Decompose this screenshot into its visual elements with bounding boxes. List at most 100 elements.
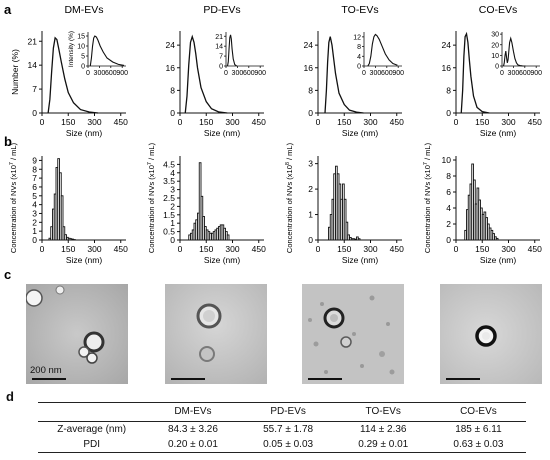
table-cell: 84.3 ± 3.26 xyxy=(167,424,218,435)
table-cell: 0.20 ± 0.01 xyxy=(145,437,241,453)
x-tick-label: 300 xyxy=(225,244,239,254)
inset-x-tick-label: 0 xyxy=(500,70,504,77)
inset-x-tick-label: 600 xyxy=(243,70,255,77)
histogram-bar xyxy=(345,221,349,241)
x-tick-label: 300 xyxy=(225,117,239,127)
panel-label-a: a xyxy=(4,2,12,17)
table-cell: 114 ± 2.36 xyxy=(360,424,407,435)
y-tick-label: 6 xyxy=(32,182,37,192)
y-axis-label-text: Concentration of NVs (x10 xyxy=(9,165,18,253)
x-tick-label: 300 xyxy=(87,117,101,127)
inset-x-tick-label: 600 xyxy=(381,70,393,77)
y-axis-label: Concentration of NVs (x107 / mL) xyxy=(423,142,432,253)
chart-title: DM-EVs xyxy=(64,4,103,16)
y-tick-label: 21 xyxy=(28,36,38,46)
x-axis-label: Size (nm) xyxy=(66,128,103,138)
size-summary-table: DM-EVs PD-EVs TO-EVs CO-EVs Z-average (n… xyxy=(38,402,526,453)
x-axis-label: Size (nm) xyxy=(66,255,103,265)
table-cell: 185 ± 6.11 xyxy=(455,424,502,435)
table-header-cell: TO-EVs xyxy=(335,402,431,422)
panel-label-d: d xyxy=(6,389,14,404)
y-tick-label: 6 xyxy=(446,187,451,197)
number-distribution-line xyxy=(184,34,228,114)
histogram-bar xyxy=(60,195,64,241)
number-distribution-line xyxy=(47,36,99,114)
inset-y-tick-label: 0 xyxy=(495,64,499,71)
y-tick-label: 7 xyxy=(32,84,37,94)
number-distribution-line xyxy=(324,36,364,114)
x-tick-label: 0 xyxy=(454,117,459,127)
chart-title: CO-EVs xyxy=(479,4,518,16)
x-tick-label: 300 xyxy=(87,244,101,254)
y-axis-label-text: Concentration of NVs (x10 xyxy=(423,165,432,253)
y-tick-label: 0 xyxy=(170,108,175,118)
y-axis-label: Concentration of NVs (x108 / mL) xyxy=(285,142,294,253)
y-tick-label: 24 xyxy=(442,40,452,50)
table-header-cell: DM-EVs xyxy=(145,402,241,422)
intensity-distribution-line xyxy=(89,35,125,67)
x-axis-label: Size (nm) xyxy=(204,128,241,138)
inset-y-tick-label: 20 xyxy=(491,42,499,49)
table-header-cell xyxy=(38,402,146,422)
x-tick-label: 300 xyxy=(501,117,515,127)
y-tick-label: 3 xyxy=(32,208,37,218)
y-tick-label: 0 xyxy=(446,235,451,245)
x-tick-label: 450 xyxy=(528,244,542,254)
y-tick-label: 0 xyxy=(308,108,313,118)
table-header-cell: PD-EVs xyxy=(240,402,336,422)
y-tick-label: 24 xyxy=(166,40,176,50)
y-tick-label: 2.5 xyxy=(163,193,175,203)
y-axis-label-text: / mL) xyxy=(147,142,156,162)
inset-y-tick-label: 5 xyxy=(81,54,85,61)
table-cell: 0.29 ± 0.01 xyxy=(335,437,431,453)
x-tick-label: 450 xyxy=(252,117,266,127)
y-tick-label: 4 xyxy=(446,203,451,213)
y-tick-label: 1 xyxy=(32,226,37,236)
panel-label-b: b xyxy=(4,134,12,149)
y-tick-label: 0 xyxy=(32,235,37,245)
y-tick-label: 10 xyxy=(442,155,452,165)
x-tick-label: 0 xyxy=(178,244,183,254)
table-cell: 55.7 ± 1.78 xyxy=(263,424,314,435)
x-axis-label: Size (nm) xyxy=(342,255,379,265)
x-tick-label: 300 xyxy=(501,244,515,254)
y-tick-label: 4.5 xyxy=(163,159,175,169)
x-tick-label: 150 xyxy=(199,117,213,127)
histogram-bar xyxy=(226,234,230,241)
inset-y-tick-label: 12 xyxy=(353,34,361,41)
scale-bar xyxy=(171,378,205,380)
chart-title: PD-EVs xyxy=(203,4,240,16)
y-tick-label: 1 xyxy=(170,218,175,228)
scale-bar xyxy=(308,378,342,380)
x-tick-label: 450 xyxy=(114,117,128,127)
chart-title: TO-EVs xyxy=(341,4,378,16)
y-tick-label: 8 xyxy=(446,85,451,95)
y-axis-label-exponent: 7 xyxy=(423,162,429,165)
table-header-row: DM-EVs PD-EVs TO-EVs CO-EVs xyxy=(38,402,526,422)
table-cell: PDI xyxy=(38,437,146,453)
y-axis-label-exponent: 7 xyxy=(9,162,15,165)
inset-y-tick-label: 0 xyxy=(357,64,361,71)
inset-x-tick-label: 300 xyxy=(370,70,382,77)
inset-y-tick-label: 30 xyxy=(491,32,499,39)
table-cell: 0.05 ± 0.03 xyxy=(240,437,336,453)
histogram-bar xyxy=(495,237,499,241)
histogram-bar xyxy=(357,238,361,241)
y-axis-label-text: / mL) xyxy=(285,142,294,162)
x-tick-label: 150 xyxy=(61,244,75,254)
x-tick-label: 450 xyxy=(252,244,266,254)
inset-x-tick-label: 0 xyxy=(362,70,366,77)
x-tick-label: 0 xyxy=(316,117,321,127)
inset-x-tick-label: 900 xyxy=(530,70,542,77)
x-axis-label: Size (nm) xyxy=(480,255,517,265)
y-axis-label-exponent: 8 xyxy=(285,162,291,165)
panel-label-c: c xyxy=(4,267,11,282)
y-tick-label: 16 xyxy=(166,63,176,73)
y-tick-label: 8 xyxy=(446,171,451,181)
x-tick-label: 0 xyxy=(178,117,183,127)
y-tick-label: 14 xyxy=(28,60,38,70)
x-tick-label: 450 xyxy=(528,117,542,127)
inset-y-axis-label: Intensity (%) xyxy=(68,31,75,67)
y-tick-label: 3 xyxy=(170,185,175,195)
y-tick-label: 8 xyxy=(32,164,37,174)
